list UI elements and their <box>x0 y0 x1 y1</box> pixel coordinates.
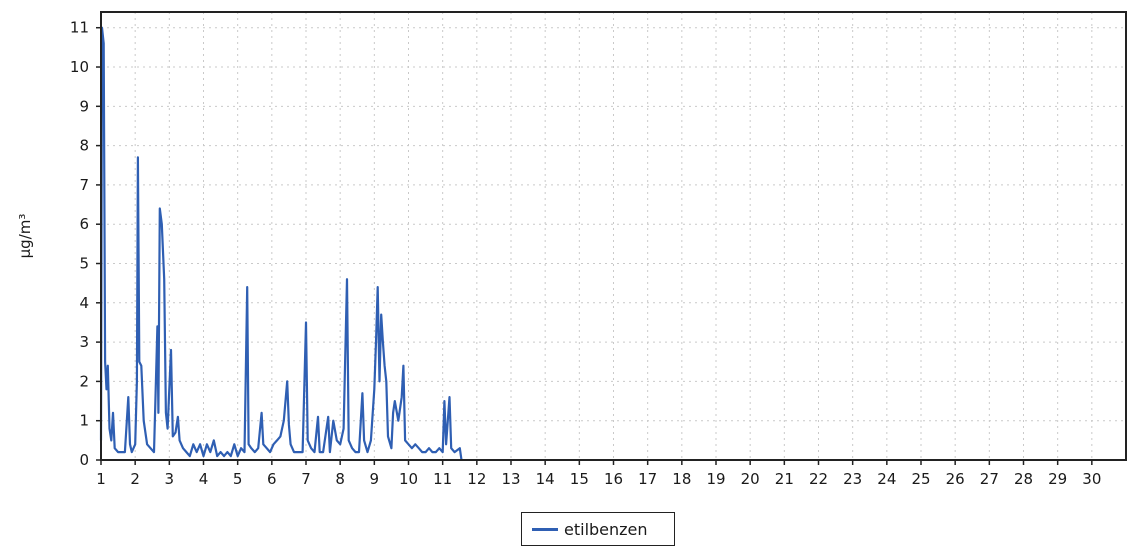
x-tick-label: 4 <box>199 470 209 488</box>
x-tick-label: 15 <box>570 470 589 488</box>
ticks: 1 2 3 4 5 6 7 8 9 10 11 12 13 14 15 16 17 18 19 20 21 22 23 24 2… <box>70 19 1101 488</box>
x-tick-label: 13 <box>501 470 520 488</box>
legend-swatch-etilbenzen <box>532 527 558 531</box>
legend-label-etilbenzen: etilbenzen <box>564 519 648 539</box>
x-tick-label: 12 <box>467 470 486 488</box>
y-tick-label: 2 <box>79 372 89 390</box>
x-tick-label: 18 <box>672 470 691 488</box>
x-tick-label: 27 <box>980 470 999 488</box>
x-tick-label: 23 <box>843 470 862 488</box>
x-tick-label: 6 <box>267 470 277 488</box>
y-tick-label: 1 <box>79 412 89 430</box>
x-tick-label: 24 <box>877 470 896 488</box>
x-tick-label: 8 <box>335 470 345 488</box>
grid <box>101 12 1126 460</box>
y-tick-label: 5 <box>79 255 89 273</box>
y-tick-label: 8 <box>79 137 89 155</box>
x-tick-label: 26 <box>946 470 965 488</box>
x-tick-label: 9 <box>370 470 380 488</box>
x-tick-label: 3 <box>165 470 175 488</box>
x-tick-label: 11 <box>433 470 452 488</box>
y-tick-label: 11 <box>70 19 89 37</box>
y-tick-label: 6 <box>79 215 89 233</box>
series-line-etilbenzen <box>99 26 463 461</box>
x-tick-label: 29 <box>1048 470 1067 488</box>
x-tick-label: 20 <box>741 470 760 488</box>
x-tick-label: 17 <box>638 470 657 488</box>
x-tick-label: 21 <box>775 470 794 488</box>
y-tick-label: 9 <box>79 97 89 115</box>
x-tick-label: 2 <box>130 470 140 488</box>
y-tick-label: 0 <box>79 451 89 469</box>
x-tick-label: 10 <box>399 470 418 488</box>
x-tick-label: 7 <box>301 470 311 488</box>
x-tick-label: 16 <box>604 470 623 488</box>
x-tick-label: 14 <box>536 470 555 488</box>
series-layer <box>99 26 463 461</box>
x-tick-label: 25 <box>911 470 930 488</box>
x-tick-label: 30 <box>1082 470 1101 488</box>
x-tick-label: 1 <box>96 470 106 488</box>
legend: etilbenzen <box>521 512 675 546</box>
x-tick-label: 22 <box>809 470 828 488</box>
x-tick-label: 28 <box>1014 470 1033 488</box>
y-tick-label: 3 <box>79 333 89 351</box>
y-tick-label: 7 <box>79 176 89 194</box>
y-tick-label: 4 <box>79 294 89 312</box>
x-tick-label: 5 <box>233 470 243 488</box>
y-tick-label: 10 <box>70 58 89 76</box>
x-tick-label: 19 <box>706 470 725 488</box>
y-axis-label: µg/m³ <box>16 214 34 259</box>
